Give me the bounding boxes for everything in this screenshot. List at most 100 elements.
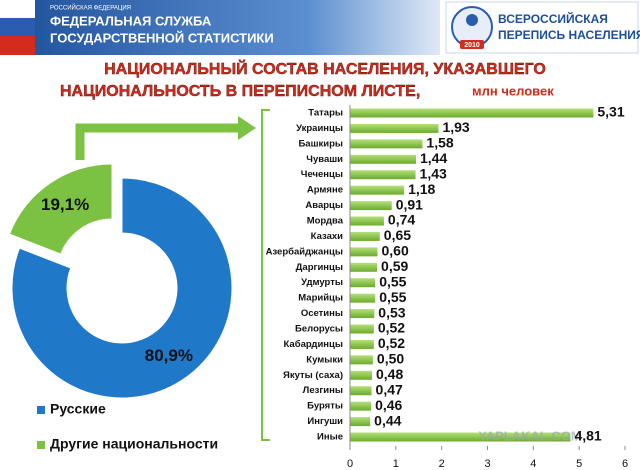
data-label: 0,47 bbox=[376, 381, 403, 397]
legend-swatch bbox=[37, 441, 45, 449]
bar bbox=[350, 432, 571, 442]
category-label: Белорусы bbox=[295, 324, 343, 335]
legend-swatch bbox=[37, 406, 45, 414]
bar bbox=[350, 154, 416, 164]
category-label: Армяне bbox=[307, 185, 343, 196]
data-label: 0,74 bbox=[388, 212, 415, 228]
data-label: 0,91 bbox=[396, 196, 423, 212]
x-tick-label: 2 bbox=[439, 458, 445, 470]
category-label: Кумыки bbox=[306, 354, 343, 365]
donut-slice bbox=[11, 177, 233, 399]
x-tick-label: 0 bbox=[347, 458, 353, 470]
bar bbox=[350, 386, 372, 396]
x-tick-label: 6 bbox=[622, 458, 628, 470]
data-label: 0,46 bbox=[375, 397, 402, 413]
arrow-head bbox=[238, 116, 256, 140]
bar bbox=[350, 247, 378, 257]
bar bbox=[350, 139, 423, 149]
bar bbox=[350, 170, 416, 180]
bar bbox=[350, 201, 392, 211]
data-label: 19,1% bbox=[41, 195, 89, 214]
data-label: 0,52 bbox=[378, 320, 405, 336]
bar bbox=[350, 216, 384, 226]
category-label: Кабардинцы bbox=[284, 339, 343, 350]
data-label: 0,44 bbox=[374, 412, 401, 428]
bar bbox=[350, 123, 439, 133]
data-label: 4,81 bbox=[574, 428, 601, 444]
bar bbox=[350, 185, 405, 195]
header-agency: ФЕДЕРАЛЬНАЯ СЛУЖБА bbox=[50, 13, 212, 28]
logo-text: ВСЕРОССИЙСКАЯ bbox=[498, 11, 608, 26]
logo-year: 2010 bbox=[464, 42, 480, 49]
logo-text: ПЕРЕПИСЬ НАСЕЛЕНИЯ bbox=[498, 28, 640, 42]
category-label: Марийцы bbox=[298, 293, 343, 304]
data-label: 5,31 bbox=[597, 104, 624, 120]
category-label: Иные bbox=[317, 432, 343, 443]
bar bbox=[350, 355, 373, 365]
category-label: Чуваши bbox=[306, 154, 343, 165]
category-label: Азербайджанцы bbox=[266, 246, 343, 257]
data-label: 0,65 bbox=[384, 227, 411, 243]
bar bbox=[350, 401, 372, 411]
bar bbox=[350, 309, 375, 319]
arrow bbox=[75, 123, 240, 160]
category-label: Осетины bbox=[301, 308, 343, 319]
data-label: 1,43 bbox=[420, 165, 447, 181]
data-label: 0,55 bbox=[379, 289, 406, 305]
bar bbox=[350, 324, 374, 334]
category-label: Ингуши bbox=[307, 416, 343, 427]
category-label: Буряты bbox=[307, 401, 343, 412]
bar bbox=[350, 293, 376, 303]
category-label: Лезгины bbox=[303, 385, 343, 396]
category-label: Якуты (саха) bbox=[283, 370, 343, 381]
data-label: 1,58 bbox=[426, 135, 453, 151]
legend-label: Русские bbox=[50, 401, 106, 417]
bar bbox=[350, 108, 594, 118]
watermark: YAPLAKAL.COM bbox=[478, 428, 582, 443]
chart-title: НАЦИОНАЛЬНОСТЬ В ПЕРЕПИСНОМ ЛИСТЕ, bbox=[60, 83, 420, 100]
data-label: 1,44 bbox=[420, 150, 447, 166]
bar bbox=[350, 370, 372, 380]
category-label: Украинцы bbox=[296, 123, 343, 134]
logo-icon bbox=[466, 14, 478, 26]
category-label: Даргинцы bbox=[296, 262, 343, 273]
header-band bbox=[0, 0, 440, 55]
header-agency: ГОСУДАРСТВЕННОЙ СТАТИСТИКИ bbox=[50, 30, 274, 45]
logo-year-box bbox=[460, 40, 484, 49]
category-label: Чеченцы bbox=[301, 169, 343, 180]
category-label: Казахи bbox=[311, 231, 343, 242]
category-label: Татары bbox=[308, 108, 343, 119]
flag-blue bbox=[0, 18, 35, 36]
chart-title: НАЦИОНАЛЬНЫЙ СОСТАВ НАСЕЛЕНИЯ, УКАЗАВШЕГ… bbox=[104, 59, 546, 78]
data-label: 1,93 bbox=[442, 119, 469, 135]
data-label: 0,53 bbox=[378, 304, 405, 320]
category-label: Мордва bbox=[307, 216, 344, 227]
category-label: Удмурты bbox=[301, 277, 343, 288]
bar bbox=[350, 231, 380, 241]
x-tick-label: 3 bbox=[484, 458, 490, 470]
data-label: 0,55 bbox=[379, 273, 406, 289]
bar bbox=[350, 417, 371, 427]
flag-white bbox=[0, 0, 35, 18]
data-label: 0,60 bbox=[382, 243, 409, 259]
data-label: 80,9% bbox=[145, 346, 193, 365]
header-country: РОССИЙСКАЯ ФЕДЕРАЦИЯ bbox=[50, 4, 131, 12]
donut-slice bbox=[8, 163, 113, 255]
legend-label: Другие национальности bbox=[50, 436, 218, 452]
x-tick-label: 4 bbox=[530, 458, 536, 470]
x-tick-label: 5 bbox=[576, 458, 582, 470]
category-label: Аварцы bbox=[305, 200, 343, 211]
data-label: 0,52 bbox=[378, 335, 405, 351]
flag-red bbox=[0, 36, 35, 55]
data-label: 0,48 bbox=[376, 366, 403, 382]
chart-unit: млн человек bbox=[472, 83, 554, 98]
category-label: Башкиры bbox=[298, 138, 343, 149]
data-label: 1,18 bbox=[408, 181, 435, 197]
bar bbox=[350, 278, 376, 288]
data-label: 0,59 bbox=[381, 258, 408, 274]
bracket bbox=[261, 109, 270, 441]
x-tick-label: 1 bbox=[393, 458, 399, 470]
data-label: 0,50 bbox=[377, 351, 404, 367]
bar bbox=[350, 262, 378, 272]
